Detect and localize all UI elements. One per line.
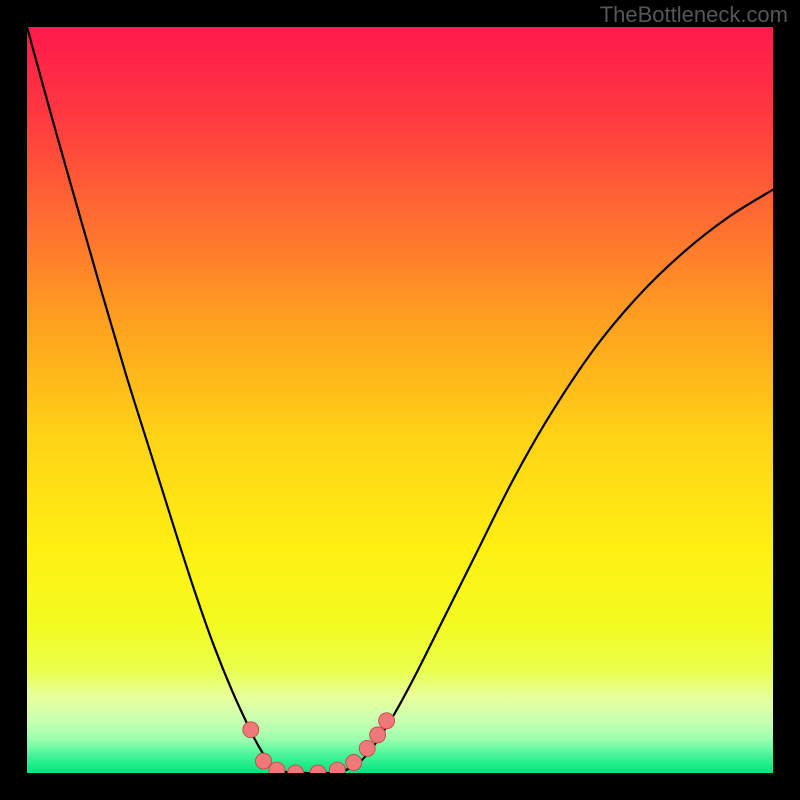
plot-background: [27, 27, 773, 773]
trough-marker: [359, 740, 375, 756]
trough-marker: [370, 727, 386, 743]
chart-frame: TheBottleneck.com: [0, 0, 800, 800]
watermark-text: TheBottleneck.com: [600, 2, 788, 28]
trough-marker: [379, 713, 395, 729]
trough-marker: [255, 753, 271, 769]
trough-marker: [243, 722, 259, 738]
trough-marker: [346, 755, 362, 771]
plot-svg: [27, 27, 773, 773]
plot-area: [27, 27, 773, 773]
